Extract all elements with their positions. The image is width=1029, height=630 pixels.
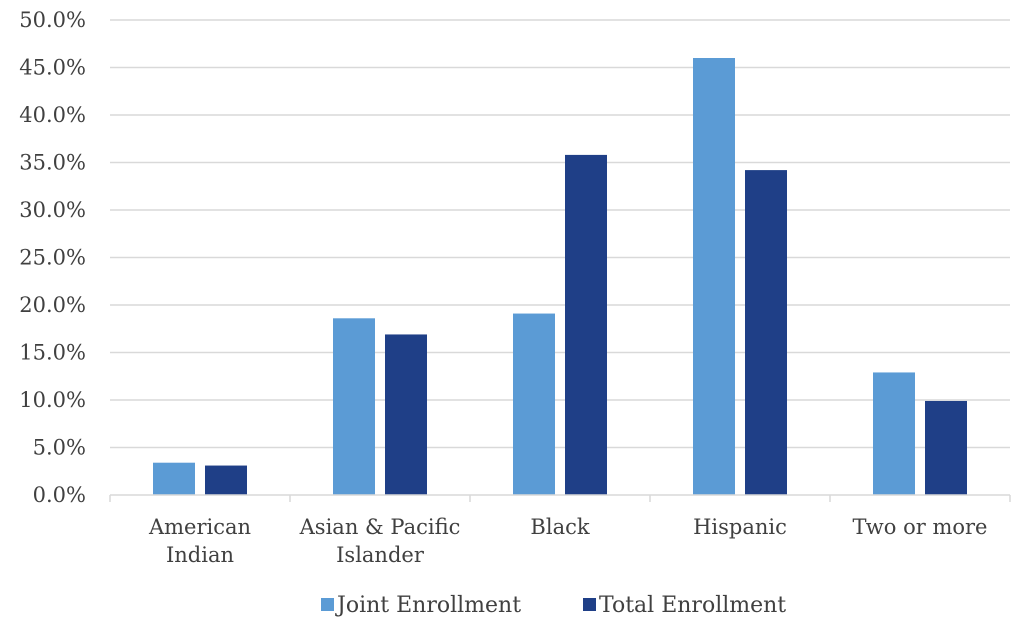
bar-joint-enrollment [333, 318, 375, 495]
bar-total-enrollment [565, 154, 607, 495]
y-tick-label: 40.0% [19, 103, 86, 127]
x-category-label: American Indian [148, 515, 251, 567]
bar-total-enrollment [385, 334, 427, 495]
y-tick-label: 15.0% [19, 341, 86, 365]
y-axis-tick-labels: 0.0% 5.0% 10.0% 15.0% 20.0% 25.0% 30.0% 35.0% 40… [19, 8, 86, 507]
legend-swatch [583, 598, 596, 611]
bar-joint-enrollment [873, 372, 915, 495]
bar-total-enrollment [745, 170, 787, 495]
bar-joint-enrollment [153, 462, 195, 495]
x-category-label: Hispanic [693, 515, 787, 539]
y-tick-label: 0.0% [33, 483, 86, 507]
legend-label: Joint Enrollment [335, 593, 521, 618]
y-tick-label: 50.0% [19, 8, 86, 32]
y-tick-label: 35.0% [19, 151, 86, 175]
legend-label: Total Enrollment [599, 593, 786, 618]
x-category-label: Asian & Pacific Islander [299, 515, 461, 567]
y-tick-label: 20.0% [19, 293, 86, 317]
gridlines [110, 19, 1010, 449]
y-tick-label: 30.0% [19, 198, 86, 222]
bar-total-enrollment [205, 465, 247, 495]
bar-joint-enrollment [693, 58, 735, 495]
y-tick-label: 25.0% [19, 246, 86, 270]
legend-swatch [321, 598, 334, 611]
y-tick-label: 5.0% [33, 436, 86, 460]
x-axis: American Indian Asian & Pacific Islander Bla… [109, 494, 1011, 567]
bars [153, 58, 967, 495]
bar-total-enrollment [925, 400, 967, 495]
y-tick-label: 10.0% [19, 388, 86, 412]
bar-joint-enrollment [513, 313, 555, 495]
y-tick-label: 45.0% [19, 56, 86, 80]
x-category-label: Two or more [853, 515, 988, 539]
x-category-label: Black [530, 515, 589, 539]
legend: Joint Enrollment Total Enrollment [321, 593, 786, 618]
